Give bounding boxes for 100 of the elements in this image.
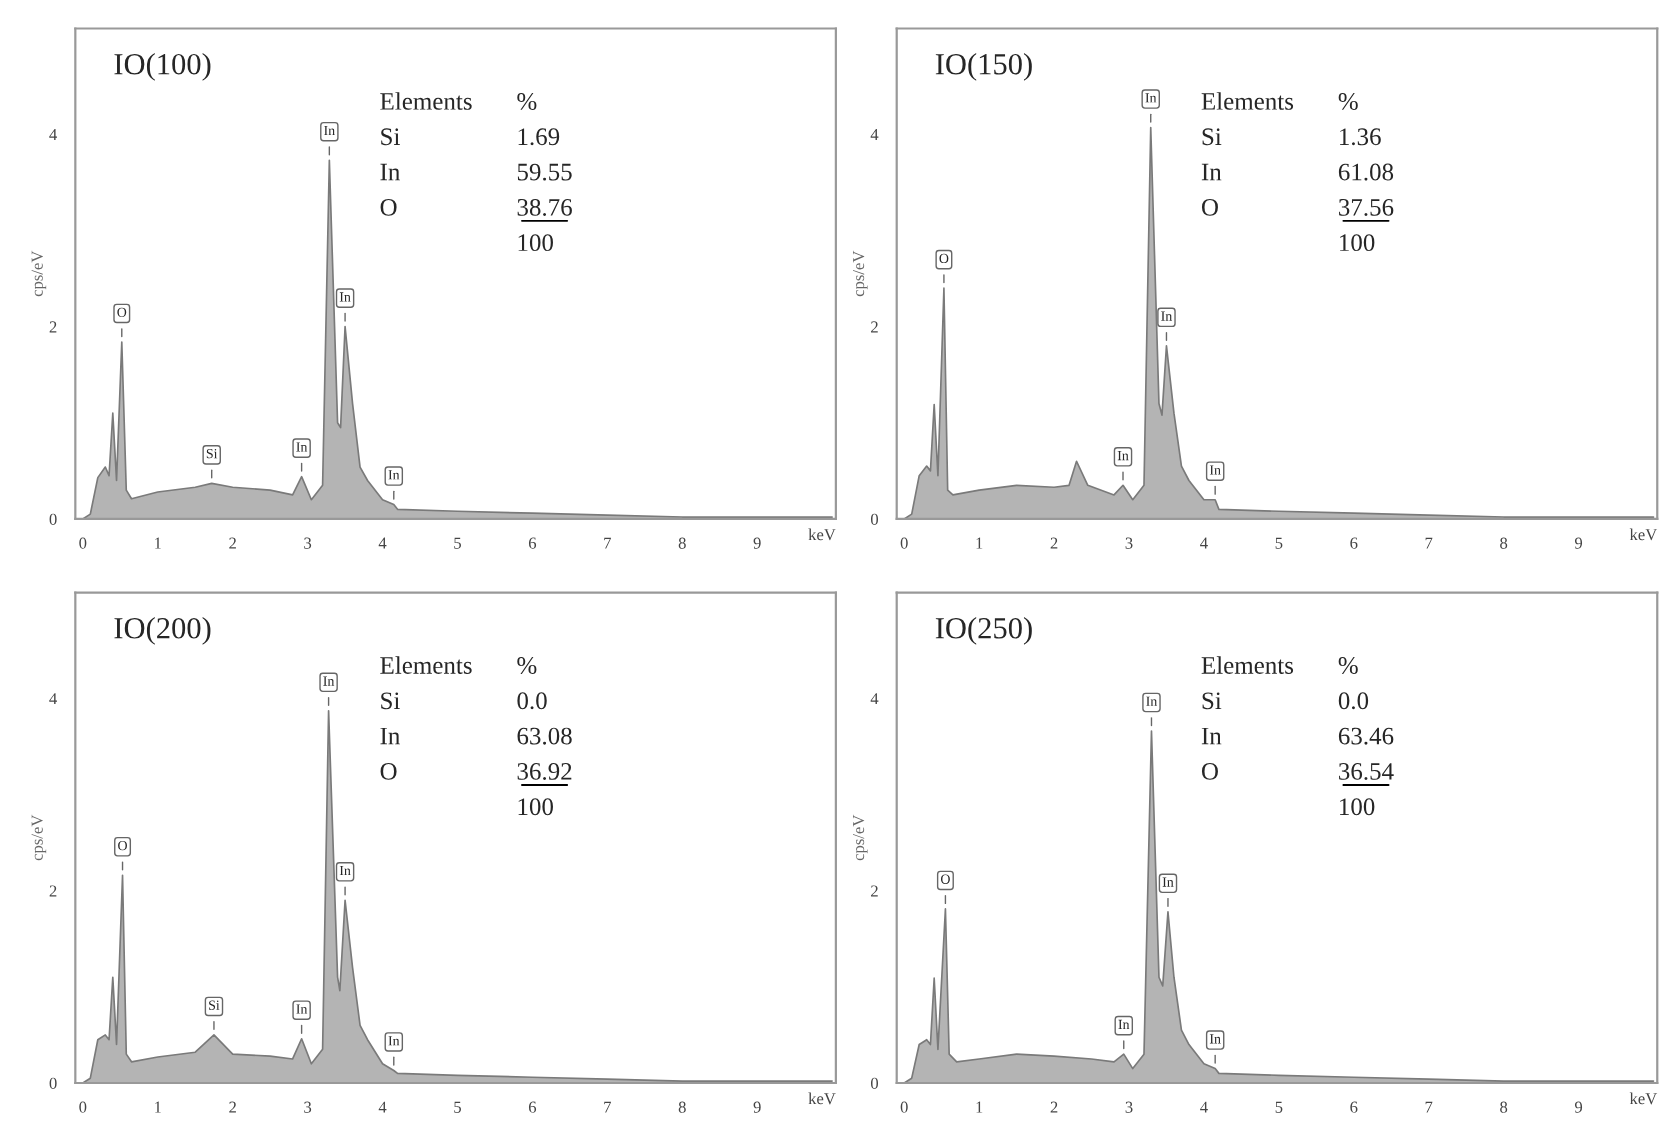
x-tick-label: 1 [155, 537, 161, 549]
x-tick-label: 8 [1500, 537, 1508, 549]
annotation: Si [1202, 692, 1222, 710]
annotation: In [1201, 727, 1222, 745]
x-axis-title: keV [808, 1092, 836, 1105]
annotation: Elements [1201, 656, 1294, 674]
annotation: 100 [518, 798, 553, 816]
x-tick-label: 5 [454, 537, 461, 549]
x-tick-label: 9 [753, 537, 761, 549]
y-tick-label: 4 [870, 129, 879, 141]
annotation: 59.55 [517, 163, 572, 181]
x-tick-label: 0 [79, 1101, 87, 1113]
y-axis-title: cps/eV [31, 814, 47, 861]
y-tick-label: 2 [871, 885, 878, 897]
x-tick-label: 2 [229, 1101, 236, 1113]
y-tick-label: 4 [49, 693, 58, 705]
annotation: Si [381, 128, 400, 146]
x-tick-label: 8 [678, 1101, 686, 1113]
y-tick-label: 0 [49, 513, 57, 525]
annotation: 100 [1340, 798, 1375, 816]
annotation: 36.92 [517, 763, 572, 780]
x-tick-label: 2 [1050, 1101, 1058, 1113]
annotation: 1.69 [518, 128, 560, 146]
annotation: Elements [380, 92, 472, 110]
x-tick-label: 3 [304, 1101, 312, 1113]
annotation: 61.08 [1338, 163, 1394, 181]
x-tick-label: 6 [1350, 537, 1358, 549]
annotation: % [1338, 657, 1358, 674]
x-axis-title: keV [1629, 528, 1658, 541]
y-tick-label: 2 [49, 321, 57, 333]
x-tick-label: 8 [1500, 1101, 1508, 1113]
x-tick-label: 6 [1350, 1101, 1358, 1113]
x-tick-label: 9 [1574, 537, 1583, 549]
x-tick-label: 0 [900, 1101, 908, 1113]
annotation: 1.36 [1340, 128, 1381, 146]
text: IO(200) [114, 617, 211, 645]
annotation: 0.0 [517, 692, 547, 710]
annotation: 63.46 [1338, 727, 1394, 745]
annotation: Elements [380, 656, 472, 674]
y-axis-title: cps/eV [853, 250, 868, 297]
x-tick-label: 2 [1050, 537, 1058, 549]
x-tick-label: 7 [604, 537, 612, 549]
x-tick-label: 4 [1200, 1101, 1208, 1113]
x-axis-title: keV [808, 528, 836, 541]
x-tick-label: 5 [454, 1101, 461, 1113]
x-tick-label: 4 [378, 1101, 387, 1113]
x-tick-label: 8 [678, 537, 686, 549]
x-tick-label: 6 [528, 537, 537, 549]
annotation: 37.56 [1339, 198, 1394, 216]
x-tick-label: 3 [1125, 537, 1133, 549]
x-tick-label: 6 [528, 1101, 537, 1113]
annotation: O [1201, 198, 1218, 216]
annotation: In [380, 727, 400, 745]
annotation: In [380, 163, 400, 181]
x-tick-label: 4 [378, 537, 387, 549]
x-tick-label: 3 [304, 537, 312, 549]
x-tick-label: 1 [976, 537, 983, 549]
annotation: % [517, 92, 537, 110]
x-axis-title: keV [1629, 1092, 1658, 1105]
x-tick-label: 1 [976, 1101, 983, 1113]
x-tick-label: 2 [229, 537, 236, 549]
text: IO(100) [114, 53, 211, 81]
x-tick-label: 0 [900, 537, 908, 549]
text: IO(250) [935, 617, 1032, 645]
x-tick-label: 0 [79, 537, 87, 549]
x-tick-label: 7 [1425, 1101, 1433, 1113]
y-tick-label: 4 [870, 693, 879, 705]
annotation: % [1338, 92, 1358, 110]
y-tick-label: 4 [49, 129, 58, 141]
x-tick-label: 9 [1574, 1101, 1583, 1113]
annotation: Elements [1201, 92, 1294, 110]
y-tick-label: 0 [49, 1077, 57, 1089]
y-tick-label: 2 [49, 885, 57, 897]
annotation: 38.76 [517, 198, 572, 216]
y-axis-title: cps/eV [853, 814, 868, 861]
y-axis-title: cps/eV [31, 250, 47, 297]
x-tick-label: 7 [1425, 537, 1433, 549]
x-tick-label: 5 [1275, 537, 1283, 549]
annotation: 63.08 [517, 727, 572, 745]
x-tick-label: 4 [1200, 537, 1208, 549]
x-tick-label: 5 [1275, 1101, 1283, 1113]
x-tick-label: 9 [753, 1101, 761, 1113]
x-tick-label: 1 [155, 1101, 161, 1113]
x-tick-label: 3 [1125, 1101, 1133, 1113]
annotation: % [517, 657, 537, 674]
x-tick-label: 7 [604, 1101, 612, 1113]
y-tick-label: 0 [870, 1077, 879, 1089]
annotation: Si [381, 692, 400, 710]
annotation: 0.0 [1338, 692, 1369, 710]
text: IO(150) [935, 53, 1032, 81]
annotation: 36.54 [1339, 763, 1394, 780]
annotation: 100 [1340, 234, 1375, 252]
annotation: O [380, 198, 397, 216]
annotation: Si [1202, 128, 1222, 146]
y-tick-label: 2 [871, 321, 878, 333]
annotation: O [380, 763, 397, 780]
annotation: O [1201, 763, 1218, 780]
annotation: In [1201, 163, 1222, 181]
y-tick-label: 0 [870, 513, 879, 525]
annotation: 100 [518, 234, 553, 252]
